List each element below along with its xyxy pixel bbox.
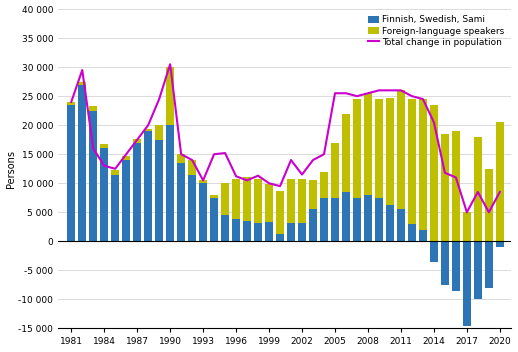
Bar — [320, 172, 328, 198]
Bar — [221, 215, 229, 241]
Bar — [452, 241, 460, 291]
Bar — [133, 139, 141, 143]
Bar — [276, 234, 284, 241]
Bar — [408, 99, 416, 224]
Bar — [452, 131, 460, 241]
Bar — [331, 198, 339, 241]
Bar — [67, 102, 76, 105]
Bar — [419, 99, 427, 230]
Bar — [386, 98, 394, 205]
Bar — [496, 122, 504, 241]
Bar — [111, 170, 119, 175]
Bar — [496, 241, 504, 247]
Bar — [397, 209, 405, 241]
Bar — [298, 179, 306, 223]
Bar — [100, 149, 108, 241]
Bar — [386, 205, 394, 241]
Bar — [430, 241, 438, 262]
Bar — [375, 99, 383, 198]
Bar — [144, 129, 152, 131]
Bar — [309, 180, 317, 209]
Bar — [364, 195, 372, 241]
Y-axis label: Persons: Persons — [6, 150, 16, 188]
Bar — [287, 179, 295, 223]
Bar — [232, 219, 240, 241]
Bar — [320, 198, 328, 241]
Bar — [474, 241, 482, 300]
Bar — [353, 99, 361, 198]
Bar — [122, 156, 131, 160]
Bar — [243, 177, 251, 221]
Bar — [463, 241, 471, 326]
Bar — [375, 198, 383, 241]
Bar — [265, 184, 273, 222]
Bar — [254, 179, 262, 223]
Bar — [463, 212, 471, 241]
Bar — [441, 134, 449, 241]
Bar — [78, 84, 87, 241]
Bar — [408, 224, 416, 241]
Bar — [485, 241, 493, 288]
Bar — [309, 209, 317, 241]
Bar — [485, 169, 493, 241]
Bar — [210, 198, 218, 241]
Bar — [78, 82, 87, 84]
Bar — [177, 163, 185, 241]
Bar — [364, 93, 372, 195]
Bar — [67, 105, 76, 241]
Bar — [144, 131, 152, 241]
Bar — [232, 178, 240, 219]
Bar — [166, 67, 174, 125]
Bar — [474, 137, 482, 241]
Bar — [441, 241, 449, 285]
Bar — [342, 114, 350, 192]
Bar — [166, 125, 174, 241]
Bar — [276, 191, 284, 234]
Bar — [353, 198, 361, 241]
Bar — [155, 140, 163, 241]
Bar — [100, 144, 108, 149]
Legend: Finnish, Swedish, Sami, Foreign-language speakers, Total change in population: Finnish, Swedish, Sami, Foreign-language… — [366, 14, 506, 49]
Bar — [177, 154, 185, 163]
Bar — [221, 183, 229, 215]
Bar — [188, 160, 196, 175]
Bar — [287, 223, 295, 241]
Bar — [155, 125, 163, 140]
Bar — [331, 143, 339, 198]
Bar — [89, 106, 97, 111]
Bar — [254, 223, 262, 241]
Bar — [111, 175, 119, 241]
Bar — [199, 183, 207, 241]
Bar — [265, 222, 273, 241]
Bar — [243, 221, 251, 241]
Bar — [122, 160, 131, 241]
Bar — [199, 180, 207, 183]
Bar — [298, 223, 306, 241]
Bar — [419, 230, 427, 241]
Bar — [397, 90, 405, 209]
Bar — [89, 111, 97, 241]
Bar — [210, 195, 218, 198]
Bar — [133, 143, 141, 241]
Bar — [430, 105, 438, 241]
Bar — [188, 175, 196, 241]
Bar — [342, 192, 350, 241]
